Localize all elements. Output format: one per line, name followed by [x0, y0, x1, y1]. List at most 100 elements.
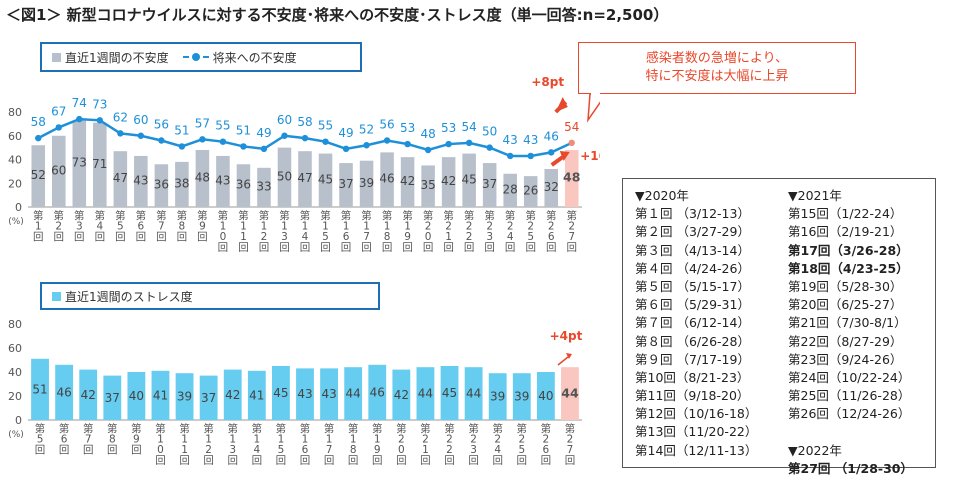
line-point — [342, 145, 350, 153]
line-point — [219, 138, 227, 145]
period-row: 第14回（12/11-13） — [635, 442, 758, 458]
bar-value-label: 44 — [418, 387, 433, 401]
bar-stress — [127, 372, 146, 420]
legend-bottom: 直近1週間のストレス度 — [40, 282, 380, 310]
line-point — [76, 115, 83, 123]
line-value-label: 51 — [174, 123, 189, 137]
line-value-label: 48 — [420, 127, 435, 141]
period-row: 第23回（9/24-26） — [788, 351, 903, 367]
bar-stress — [440, 366, 459, 420]
y-tick-label: 0 — [15, 414, 22, 427]
line-point — [117, 130, 124, 137]
bar-stress — [561, 367, 579, 420]
bar-value-label: 38 — [174, 176, 189, 190]
bar-stress — [512, 373, 531, 420]
legend-swatch-gray — [52, 52, 61, 62]
period-row: 第18回（4/23-25） — [788, 260, 909, 276]
bar-stress — [416, 367, 435, 420]
line-point — [35, 134, 42, 142]
line-value-label: 55 — [215, 119, 230, 133]
line-point — [178, 143, 186, 150]
bar-anxiety — [544, 169, 558, 207]
line-point — [55, 124, 62, 131]
bar-value-label: 37 — [201, 391, 216, 405]
bar-anxiety — [339, 163, 353, 207]
bar-anxiety — [400, 157, 415, 207]
period-row: 第２回 （3/27-29） — [635, 224, 750, 240]
line-value-label: 60 — [277, 113, 292, 127]
line-value-label: 53 — [441, 121, 456, 135]
line-value-label: 54 — [564, 120, 579, 134]
stress-chart: 0 20 40 60 80 (%) 51 46 42 37 40 41 39 37 42 41 45 43 43 44… — [8, 318, 583, 467]
bar-value-label: 41 — [153, 388, 168, 402]
legend-label-future: 将来への不安度 — [212, 50, 297, 65]
bar-value-label: 44 — [466, 387, 481, 401]
bar-stress — [175, 373, 194, 420]
bar-anxiety — [441, 157, 456, 207]
bar-value-label: 46 — [370, 385, 385, 399]
bar-value-label: 39 — [514, 390, 529, 404]
y-tick-label: 20 — [8, 390, 22, 403]
bar-anxiety — [134, 155, 148, 207]
y-tick-label: 60 — [8, 342, 22, 355]
y-tick-label: 20 — [8, 177, 22, 190]
bar-value-label: 37 — [338, 177, 353, 191]
bar-value-label: 47 — [297, 171, 312, 185]
line-value-label: 62 — [113, 110, 128, 124]
unit-label: (%) — [8, 430, 24, 440]
y-tick-label: 80 — [8, 318, 22, 331]
bar-anxiety — [257, 167, 271, 207]
bar-value-label: 42 — [81, 388, 96, 402]
bar-anxiety — [482, 163, 497, 207]
periods-column-2021: ▼2021年 第15回（1/22-24） 第16回（2/19-21） 第17回（3/2… — [788, 187, 913, 478]
period-row: 第10回（8/21-23） — [635, 369, 750, 385]
bar-anxiety — [72, 120, 87, 207]
bar-stress — [368, 364, 387, 420]
period-row: 第３回 （4/13-14） — [635, 242, 750, 258]
period-row: 第７回 （6/12-14） — [635, 315, 750, 331]
period-row: 第９回 （7/17-19） — [635, 351, 750, 367]
period-row — [788, 423, 913, 441]
arrow-head-stress — [565, 353, 572, 359]
line-value-label: 73 — [92, 97, 107, 111]
bar-value-label: 50 — [277, 169, 292, 183]
legend-item-stress-bar: 直近1週間のストレス度 — [52, 288, 193, 305]
line-point — [527, 152, 534, 160]
line-point — [158, 137, 165, 144]
line-point — [424, 146, 432, 154]
bar-value-label: 33 — [256, 179, 271, 193]
period-row: 第19回（5/28-30） — [788, 278, 903, 294]
bar-value-label: 48 — [195, 171, 210, 185]
bar-value-label: 41 — [249, 388, 264, 402]
line-point — [568, 139, 575, 147]
bar-anxiety — [421, 165, 435, 207]
legend-label-stress: 直近1週間のストレス度 — [65, 289, 193, 304]
line-point — [240, 143, 247, 150]
bar-value-label: 48 — [563, 170, 580, 185]
bar-anxiety — [154, 164, 169, 207]
bar-stress — [488, 373, 507, 420]
bar-value-label: 39 — [490, 390, 505, 404]
period-row: 第20回（6/25-27） — [788, 297, 903, 313]
arrow-shaft-stress — [557, 356, 569, 366]
bar-stress — [272, 366, 290, 420]
